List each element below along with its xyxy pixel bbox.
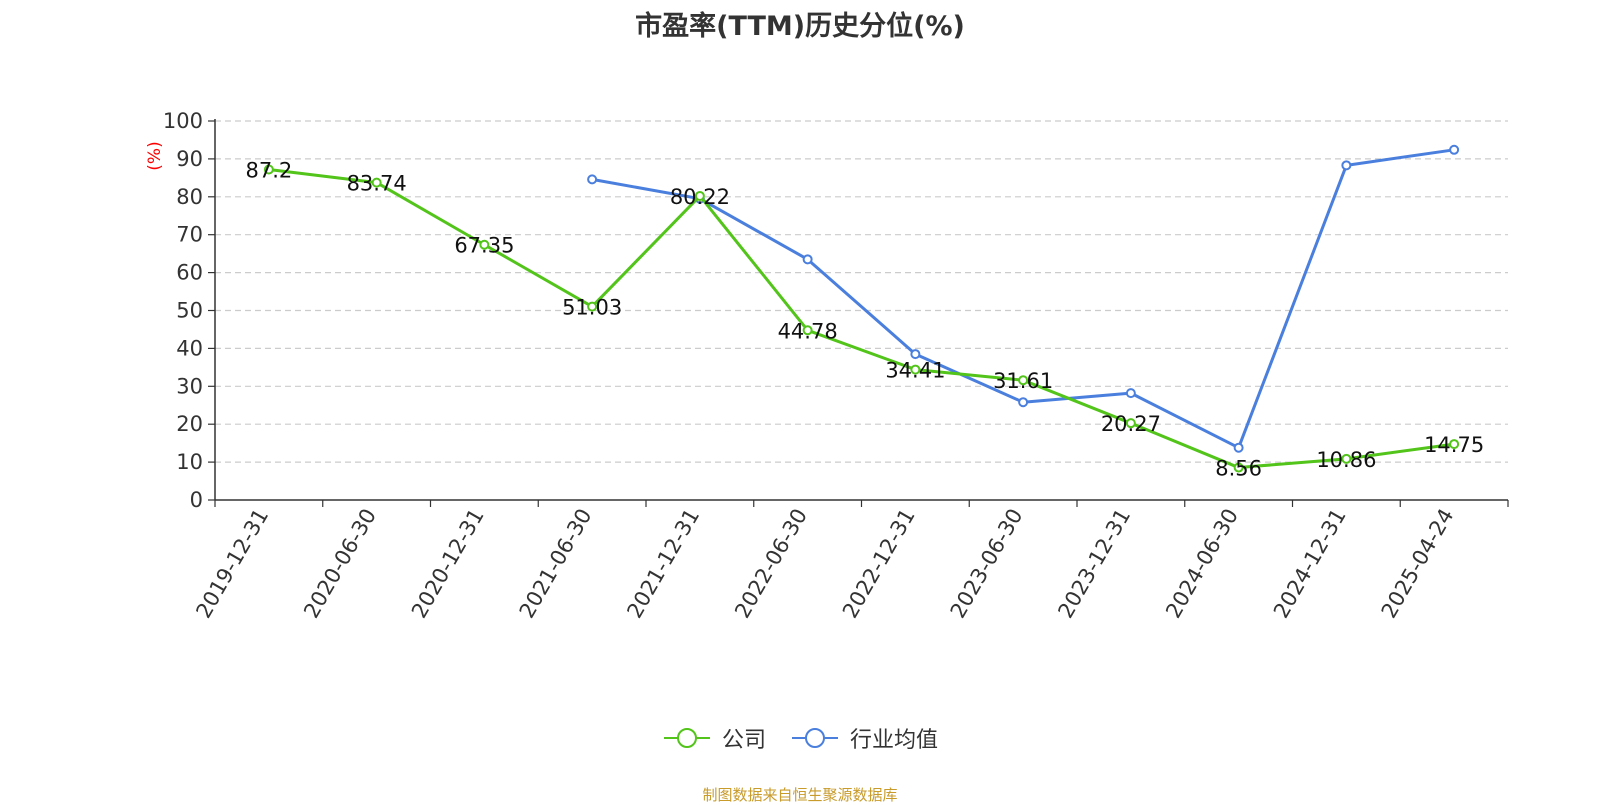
- data-point-company: [1341, 453, 1352, 464]
- data-point-industry: [1449, 144, 1460, 155]
- y-tick-label: 60: [176, 261, 203, 285]
- legend: 公司 行业均值: [0, 722, 1600, 754]
- x-tick-label: 2022-12-31: [838, 505, 920, 623]
- y-tick-label: 100: [163, 109, 203, 133]
- x-tick-label: 2020-06-30: [299, 505, 381, 623]
- data-label-company: 31.61: [993, 369, 1053, 393]
- legend-label-industry: 行业均值: [850, 728, 939, 753]
- y-tick-label: 20: [176, 412, 203, 436]
- y-tick-label: 40: [176, 336, 203, 360]
- x-tick-label: 2021-12-31: [622, 505, 704, 623]
- chart-title: 市盈率(TTM)历史分位(%): [635, 11, 965, 42]
- data-labels: 87.2 83.74 67.35 51.03 80.22 44.78 34.41 31.61 2…: [245, 159, 1484, 481]
- x-tick-label: 2024-12-31: [1269, 505, 1351, 623]
- x-tick-label: 2023-12-31: [1053, 505, 1135, 623]
- data-point-company: [479, 239, 490, 250]
- data-point-industry: [1125, 388, 1136, 399]
- data-point-industry: [910, 349, 921, 360]
- data-point-company: [694, 190, 705, 201]
- data-label-company: 34.41: [885, 359, 945, 383]
- data-point-company: [263, 164, 274, 175]
- data-label-company: 80.22: [670, 185, 730, 209]
- data-label-company: 51.03: [562, 296, 622, 320]
- data-label-company: 8.56: [1215, 457, 1262, 481]
- data-point-company: [1125, 418, 1136, 429]
- source-note: 制图数据来自恒生聚源数据库: [702, 786, 898, 804]
- series-lines: [263, 144, 1460, 473]
- x-tick-label: 2022-06-30: [730, 505, 812, 623]
- data-point-company: [910, 364, 921, 375]
- data-point-company: [1233, 462, 1244, 473]
- data-point-industry: [1018, 397, 1029, 408]
- y-tick-label: 0: [190, 488, 203, 512]
- y-axis-unit: (%): [145, 141, 165, 170]
- y-tick-label: 70: [176, 223, 203, 247]
- data-label-company: 87.2: [245, 159, 292, 183]
- data-point-industry: [1341, 160, 1352, 171]
- data-point-industry: [587, 174, 598, 185]
- data-label-company: 83.74: [347, 172, 407, 196]
- data-point-company: [587, 301, 598, 312]
- data-label-company: 44.78: [778, 319, 838, 343]
- data-point-company: [802, 325, 813, 336]
- x-tick-label: 2019-12-31: [191, 505, 273, 623]
- x-tick-label: 2024-06-30: [1161, 505, 1243, 623]
- data-point-company: [371, 177, 382, 188]
- y-tick-label: 50: [176, 299, 203, 323]
- series-line-company: [268, 168, 1455, 470]
- data-label-company: 10.86: [1316, 448, 1376, 472]
- y-tick-label: 90: [176, 147, 203, 171]
- x-tick-label: 2025-04-24: [1377, 505, 1459, 623]
- grid-lines: [215, 120, 1508, 463]
- line-chart: 0 10 20 30 40 50 60 70 80 90 100 (%) 2019-12-31 2020-…: [145, 109, 1509, 623]
- data-point-company: [1449, 439, 1460, 450]
- data-label-company: 14.75: [1424, 433, 1484, 457]
- data-label-company: 67.35: [454, 234, 514, 258]
- y-tick-label: 30: [176, 374, 203, 398]
- x-tick-label: 2020-12-31: [407, 505, 489, 623]
- y-tick-label: 10: [176, 450, 203, 474]
- y-tick-label: 80: [176, 185, 203, 209]
- x-tick-label: 2023-06-30: [946, 505, 1028, 623]
- legend-industry-icon: [792, 728, 838, 748]
- data-point-industry: [1233, 442, 1244, 453]
- data-point-company: [1018, 375, 1029, 386]
- legend-label-company: 公司: [721, 728, 766, 753]
- x-tick-label: 2021-06-30: [515, 505, 597, 623]
- legend-item-industry[interactable]: 行业均值: [790, 722, 938, 754]
- data-point-industry: [802, 254, 813, 265]
- legend-item-company[interactable]: 公司: [662, 722, 766, 754]
- legend-company-icon: [663, 728, 710, 748]
- data-label-company: 20.27: [1101, 412, 1161, 436]
